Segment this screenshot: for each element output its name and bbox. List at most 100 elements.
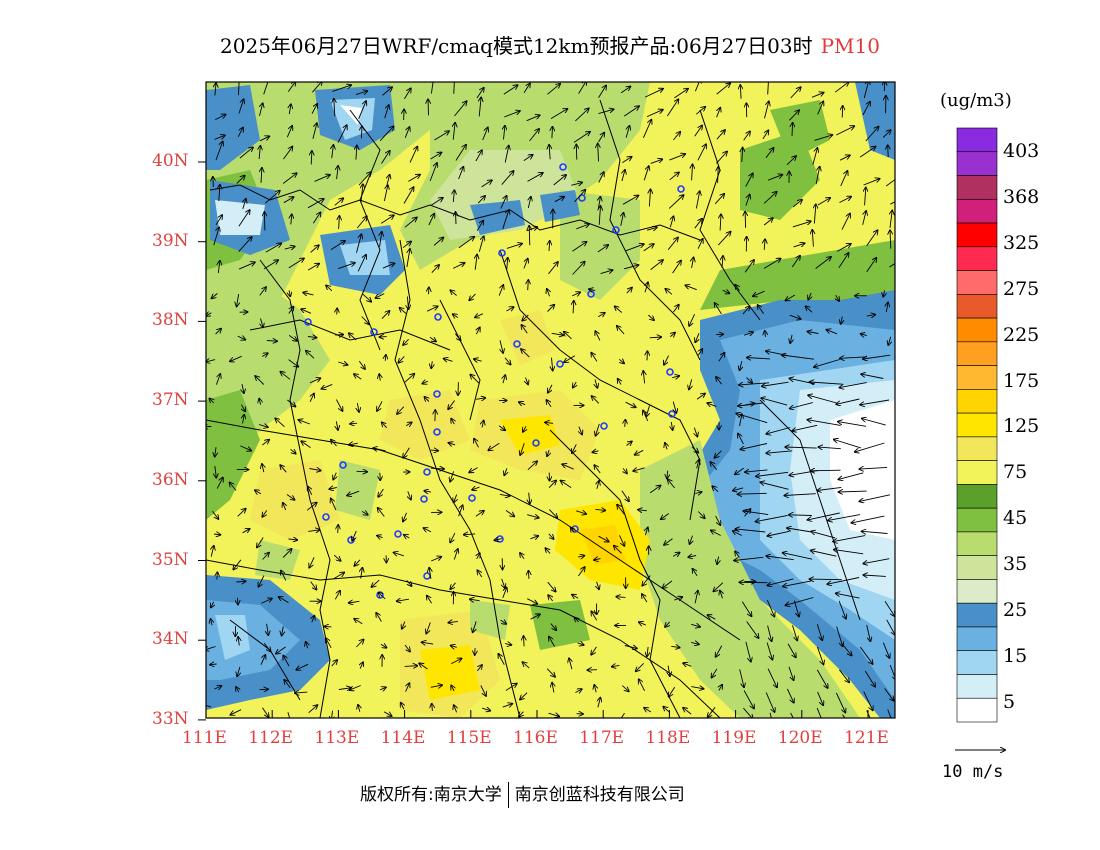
wind-arrow [644,708,652,712]
wind-arrow [332,145,334,159]
wind-arrow [337,166,339,180]
lat-label: 40N [152,151,189,171]
wind-arrow [720,214,721,231]
wind-arrow [645,528,647,536]
wind-arrow [767,578,794,586]
wind-arrow [260,103,263,116]
wind-arrow [839,155,850,161]
legend-swatch [956,531,998,556]
wind-arrow [597,481,599,489]
wind-arrow [506,244,522,249]
wind-arrow [579,426,582,435]
wind-arrow [763,218,773,226]
wind-arrow [259,136,269,142]
legend-label: 325 [1003,231,1040,254]
wind-arrow [476,328,480,335]
wind-arrow [474,359,482,361]
legend-swatch [956,246,998,271]
wind-arrow [362,293,371,302]
wind-arrow [354,374,362,380]
wind-arrow [338,525,339,534]
wind-arrow [643,166,649,181]
legend-swatch [956,436,998,461]
wind-arrow [548,481,556,489]
wind-arrow [671,421,672,430]
wind-arrow [787,528,812,533]
wind-arrow [380,232,382,247]
wind-arrow [756,471,789,476]
wind-arrow [298,420,311,425]
legend-swatch [956,412,998,438]
wind-arrow [817,486,842,490]
wind-arrow [553,175,566,186]
wind-arrow [279,597,289,603]
wind-arrow [261,353,268,356]
wind-arrow [664,355,670,365]
wind-arrow [261,318,264,328]
wind-arrow [716,645,723,657]
wind-arrow [738,434,744,445]
wind-arrow [306,351,315,359]
wind-arrow [519,402,526,405]
wind-arrow [311,151,312,165]
wind-arrow [451,419,454,425]
wind-arrow [500,196,507,209]
wind-arrow [841,316,843,324]
legend-swatch [956,198,998,224]
wind-arrow [840,171,848,187]
wind-arrow [866,624,871,641]
wind-arrow [403,338,409,345]
wind-arrow [792,200,802,208]
wind-arrow [783,580,812,587]
wind-arrow [695,591,698,604]
wind-arrow [689,314,696,326]
wind-arrow [382,422,388,429]
wind-arrow [237,128,243,138]
wind-arrow [547,84,560,95]
wind-reference-label: 10 m/s [942,762,1004,782]
wind-arrow [784,494,816,496]
wind-arrow [356,146,357,160]
wind-arrow [454,101,467,117]
legend-label: 75 [1003,461,1028,484]
wind-arrow [692,258,694,268]
wind-arrow [307,264,319,271]
wind-arrow [379,126,393,142]
legend-swatch [956,270,998,295]
wind-arrow [453,82,455,94]
wind-arrow [890,201,895,205]
wind-arrow [619,535,625,546]
wind-arrow [863,691,873,711]
lon-label: 116E [513,728,558,748]
wind-arrow [430,82,434,94]
wind-arrow [827,577,860,585]
wind-arrow [649,189,650,207]
lon-label: 119E [711,728,757,748]
wind-arrow [505,684,517,691]
wind-arrow [301,309,312,314]
wind-arrow [473,621,477,632]
wind-arrow [237,666,240,676]
wind-arrow [455,145,466,161]
wind-arrow [331,660,338,667]
wind-arrow [217,572,218,580]
wind-arrow [642,575,651,586]
wind-arrow [429,337,436,341]
wind-arrow [562,464,574,470]
wind-arrow [811,470,841,471]
wind-arrow [622,196,638,205]
wind-arrow [575,689,581,693]
wind-arrow [527,461,537,471]
wind-arrow [377,536,383,538]
wind-arrow [326,638,332,649]
wind-arrow [743,332,753,335]
wind-arrow [312,616,315,623]
wind-arrow [791,256,800,268]
wind-arrow [383,711,391,716]
wind-arrow [842,106,843,118]
wind-arrow [520,692,528,700]
wind-arrow [839,491,867,492]
wind-arrow [212,293,218,298]
wind-arrow [766,599,774,617]
map-title: 2025年06月27日WRF/cmaq模式12km预报产品:06月27日03时 P… [0,30,1100,59]
